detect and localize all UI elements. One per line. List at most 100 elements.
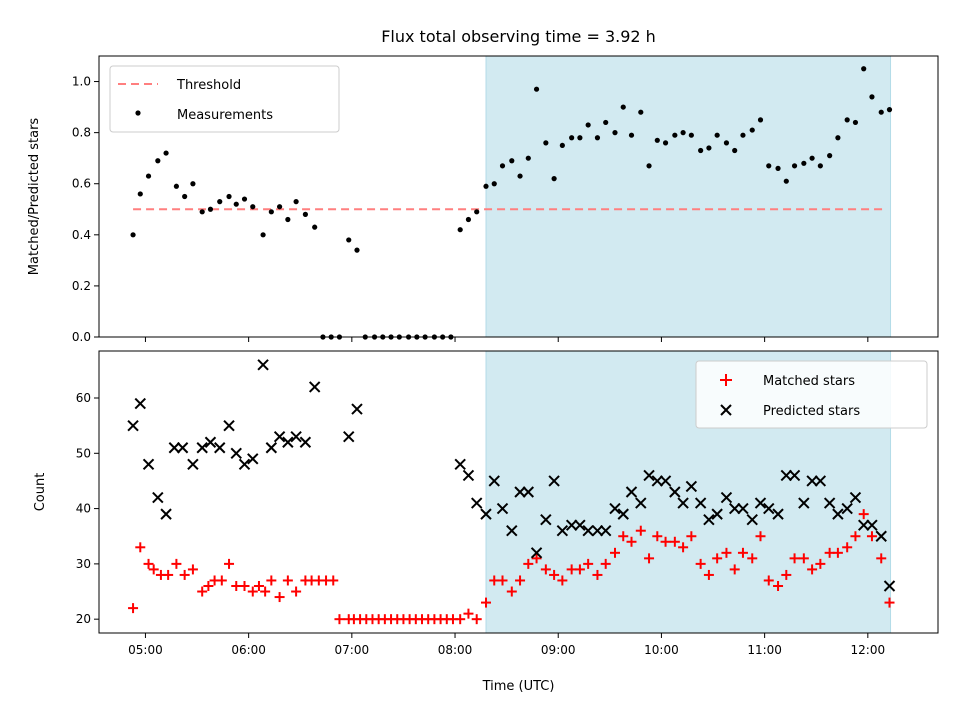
predicted-star-point — [470, 497, 483, 509]
predicted-star-point — [196, 442, 208, 454]
predicted-star-point — [265, 442, 278, 454]
legend-matched-swatch — [720, 374, 732, 386]
matched-star-point — [678, 542, 689, 553]
predicted-star-point — [711, 508, 723, 520]
measurement-point — [817, 163, 823, 169]
measurement-point — [483, 183, 489, 189]
matched-star-point — [163, 569, 174, 580]
predicted-star-point — [127, 419, 139, 432]
measurement-point — [543, 140, 549, 146]
predicted-star-point — [187, 458, 199, 471]
measurement-point — [457, 227, 463, 233]
predicted-star-point — [308, 381, 321, 393]
measurement-point — [276, 204, 283, 210]
matched-star-point — [592, 569, 603, 580]
bottom-y-axis-label: Count — [33, 473, 48, 512]
measurement-point — [233, 201, 239, 207]
measurement-point — [302, 211, 308, 217]
predicted-star-point — [823, 497, 836, 509]
predicted-star-point — [582, 524, 594, 537]
measurement-point — [775, 165, 781, 171]
legend-matched-label: Matched stars — [763, 374, 855, 389]
predicted-star-point — [703, 513, 715, 526]
x-tick-label: 10:00 — [644, 643, 679, 657]
predicted-star-point — [134, 397, 146, 410]
measurement-point — [757, 117, 764, 123]
top-axis-ticks: 0.0 0.2 0.4 0.6 0.8 1.0 — [72, 75, 869, 344]
measurement-point — [517, 173, 523, 179]
predicted-star-point — [496, 502, 509, 515]
x-tick-label: 07:00 — [335, 643, 370, 657]
measurement-point — [509, 158, 515, 164]
measurement-point — [525, 155, 531, 161]
measurement-point — [688, 132, 694, 138]
matched-star-point — [660, 536, 671, 547]
measurement-point — [585, 122, 591, 128]
predicted-star-point — [257, 359, 269, 371]
predicted-star-point — [737, 502, 749, 515]
matched-star-point — [179, 569, 190, 580]
matched-star-point — [884, 597, 895, 608]
measurement-point — [680, 130, 686, 136]
x-tick-label: 12:00 — [851, 643, 886, 657]
measurement-point — [577, 135, 583, 141]
measurement-point — [250, 204, 256, 210]
predicted-star-point — [247, 453, 259, 465]
matched-star-point — [224, 558, 235, 569]
predicted-star-point — [176, 442, 189, 454]
matched-star-point — [721, 547, 732, 558]
bottom-axes-frame — [98, 350, 939, 634]
predicted-star-point — [814, 475, 827, 487]
measurement-point — [714, 132, 720, 138]
legend-predicted-label: Predicted stars — [763, 404, 860, 419]
highlight-region — [485, 55, 892, 338]
matched-star-point — [471, 614, 482, 625]
y-tick-label: 40 — [76, 502, 91, 516]
predicted-star-point — [480, 508, 492, 520]
predicted-star-point — [565, 519, 578, 531]
x-tick-label: 05:00 — [128, 643, 163, 657]
measurement-point — [766, 163, 772, 169]
measurement-point — [226, 193, 232, 200]
measurement-point — [155, 158, 161, 164]
legend-measurements-label: Measurements — [177, 108, 273, 123]
measurement-point — [569, 135, 575, 141]
measurement-point — [217, 199, 223, 205]
predicted-star-point — [720, 491, 733, 504]
predicted-star-point — [849, 491, 862, 504]
matched-star-point — [815, 558, 826, 569]
matched-star-point — [171, 558, 182, 569]
predicted-star-point — [857, 519, 870, 531]
matched-star-point — [686, 531, 697, 542]
matched-star-point — [755, 531, 766, 542]
matched-star-point — [644, 553, 655, 564]
x-tick-label: 06:00 — [231, 643, 266, 657]
matched-star-point — [600, 558, 611, 569]
x-tick-label: 11:00 — [747, 643, 782, 657]
predicted-star-point — [866, 519, 878, 531]
measurement-point — [163, 150, 169, 156]
measurement-point — [612, 130, 618, 136]
matched-star-point — [866, 531, 877, 542]
matched-star-point — [480, 597, 491, 608]
matched-star-point — [128, 603, 139, 614]
matched-star-point — [135, 542, 146, 553]
measurement-point — [791, 163, 798, 169]
measurement-point — [706, 145, 712, 151]
matched-star-point — [618, 531, 629, 542]
matched-star-point — [798, 553, 809, 564]
predicted-star-point — [540, 513, 552, 526]
predicted-star-point — [772, 508, 784, 520]
matched-star-point — [143, 558, 154, 569]
predicted-star-point — [152, 491, 164, 504]
measurement-point — [173, 183, 179, 189]
matched-star-point — [531, 553, 542, 564]
measurement-point — [654, 137, 660, 143]
measurement-point — [551, 176, 557, 182]
measurement-point — [827, 153, 833, 159]
matched-star-point — [247, 586, 258, 597]
y-tick-label: 0.4 — [72, 228, 91, 242]
measurement-point — [354, 247, 360, 253]
y-tick-label: 60 — [76, 391, 91, 405]
predicted-star-point — [238, 458, 251, 471]
